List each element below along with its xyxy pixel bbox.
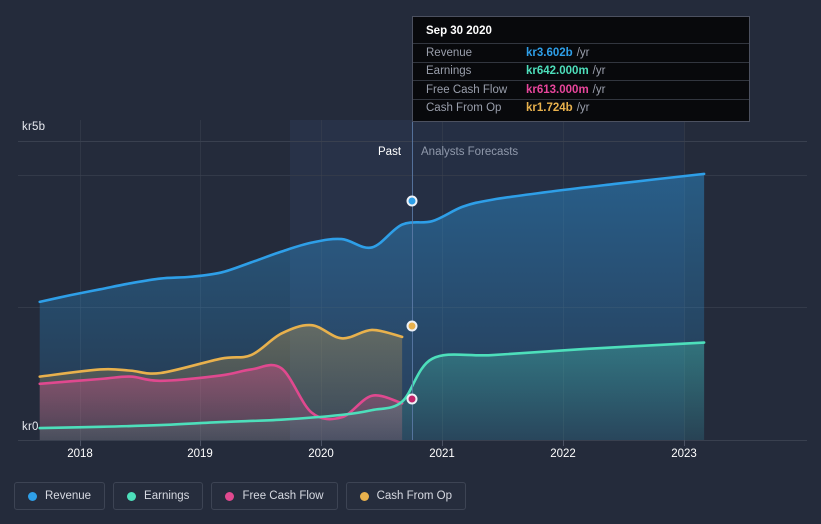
tooltip-metric-unit: /yr: [592, 83, 606, 96]
tooltip-row: Free Cash Flow kr613.000m/yr: [413, 80, 749, 99]
legend-item-earnings[interactable]: Earnings: [113, 482, 204, 510]
x-axis-tick: [442, 440, 443, 446]
gridline-kr0: [18, 440, 807, 441]
chart-legend[interactable]: Revenue Earnings Free Cash Flow Cash From O…: [14, 482, 467, 510]
analysts-forecasts-label: Analysts Forecasts: [421, 146, 519, 158]
tooltip-row: Revenue kr3.602b/yr: [413, 43, 749, 62]
tooltip-rows: Revenue kr3.602b/yr Earnings kr642.000m/yr F…: [413, 43, 749, 117]
x-axis-year-label: 2021: [429, 448, 455, 460]
x-axis-tick: [684, 440, 685, 446]
tooltip-row: Earnings kr642.000m/yr: [413, 61, 749, 81]
tooltip-metric-unit: /yr: [576, 102, 590, 115]
x-axis-year-label: 2022: [550, 448, 576, 460]
legend-item-label: Revenue: [45, 490, 92, 502]
tooltip-date: Sep 30 2020: [426, 25, 492, 37]
legend-item-free-cash-flow[interactable]: Free Cash Flow: [211, 482, 338, 510]
tooltip-metric-value: kr613.000m: [526, 83, 589, 96]
x-axis-tick: [200, 440, 201, 446]
x-axis-tick: [321, 440, 322, 446]
legend-color-dot: [225, 491, 235, 501]
legend-item-label: Free Cash Flow: [242, 490, 324, 502]
series-line-earnings: [38, 341, 706, 430]
series-line-cash-from-op: [38, 323, 404, 378]
legend-item-label: Earnings: [144, 490, 190, 502]
legend-color-dot: [28, 491, 37, 501]
tooltip-metric-name: Cash From Op: [426, 102, 502, 115]
tooltip-metric-name: Earnings: [426, 65, 472, 78]
legend-item-revenue[interactable]: Revenue: [14, 482, 106, 510]
legend-color-dot: [359, 491, 369, 501]
legend-color-dot: [127, 491, 137, 501]
marker-cash-from-op: [406, 320, 418, 332]
x-axis-tick: [80, 440, 81, 446]
tooltip-metric-value: kr1.724b: [526, 102, 573, 115]
x-axis-year-label: 2019: [187, 448, 213, 460]
x-axis-year-label: 2023: [671, 448, 697, 460]
tooltip-metric-unit: /yr: [576, 46, 590, 59]
series-area-earnings: [39, 342, 705, 440]
legend-item-label: Cash From Op: [376, 490, 453, 502]
x-axis-year-label: 2020: [308, 448, 334, 460]
past-label: Past: [378, 146, 402, 158]
x-axis: 2018 2019 2020 2021 2022 2023: [0, 440, 821, 470]
tooltip-metric-name: Revenue: [426, 46, 473, 59]
vgridline-2018: [80, 120, 81, 440]
hover-tooltip: Sep 30 2020 Revenue kr3.602b/yr Earnings kr…: [412, 16, 750, 122]
y-axis-label-top: kr5b: [22, 121, 46, 133]
hover-divider-line: [412, 120, 413, 440]
marker-revenue: [406, 195, 418, 207]
tooltip-metric-value: kr3.602b: [526, 46, 573, 59]
x-axis-tick: [563, 440, 564, 446]
x-axis-year-label: 2018: [67, 448, 93, 460]
legend-item-cash-from-op[interactable]: Cash From Op: [345, 482, 467, 510]
tooltip-metric-value: kr642.000m: [526, 65, 589, 78]
chart-series-svg: [38, 172, 706, 440]
series-line-free-cash-flow: [38, 363, 404, 421]
tooltip-metric-unit: /yr: [592, 65, 606, 78]
tooltip-metric-name: Free Cash Flow: [426, 83, 508, 96]
y-axis-label-bottom: kr0: [22, 421, 39, 433]
chart-plot-area[interactable]: [0, 120, 821, 441]
marker-free-cash-flow: [406, 393, 418, 405]
tooltip-row: Cash From Op kr1.724b/yr: [413, 98, 749, 118]
series-line-revenue: [38, 172, 706, 304]
